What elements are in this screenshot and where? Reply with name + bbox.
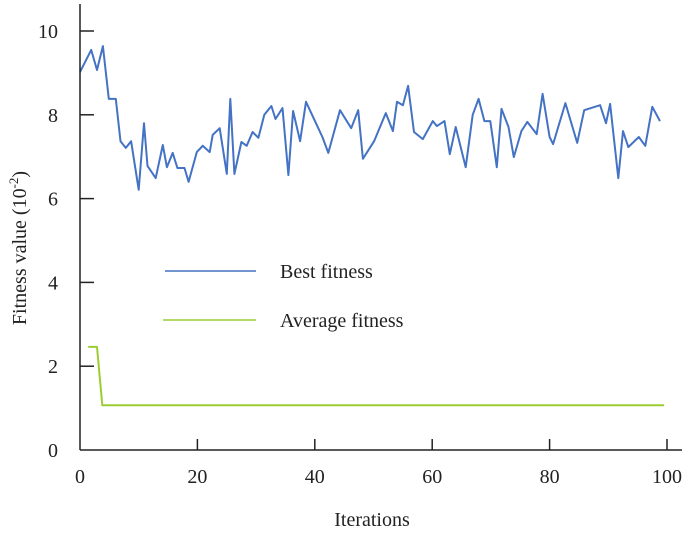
y-tick-label: 4 — [48, 272, 58, 294]
x-tick-label: 40 — [305, 466, 325, 488]
x-tick-label: 60 — [422, 466, 442, 488]
x-axis-label: Iterations — [334, 509, 410, 529]
plot-marks — [79, 45, 665, 407]
x-tick-label: 0 — [75, 466, 85, 488]
series-line-best-fitness — [79, 45, 661, 191]
legend: Best fitness Average fitness — [163, 261, 404, 332]
y-axis-label: Fitness value (10-2) — [6, 171, 31, 325]
legend-label-average: Average fitness — [280, 310, 404, 332]
axis-ticks: 0 20 40 60 80 100 0 2 4 6 8 10 — [38, 21, 682, 488]
y-tick-label: 8 — [48, 105, 58, 127]
legend-label-best: Best fitness — [280, 261, 373, 283]
y-axis-label-exponent: -2 — [6, 178, 21, 189]
x-tick-label: 100 — [652, 466, 682, 488]
y-tick-label: 2 — [48, 356, 58, 378]
series-line-average-fitness — [88, 345, 665, 407]
x-tick-label: 80 — [540, 466, 560, 488]
y-tick-label: 0 — [48, 440, 58, 462]
y-tick-label: 10 — [38, 21, 58, 43]
x-tick-label: 20 — [187, 466, 207, 488]
y-tick-label: 6 — [48, 189, 58, 211]
